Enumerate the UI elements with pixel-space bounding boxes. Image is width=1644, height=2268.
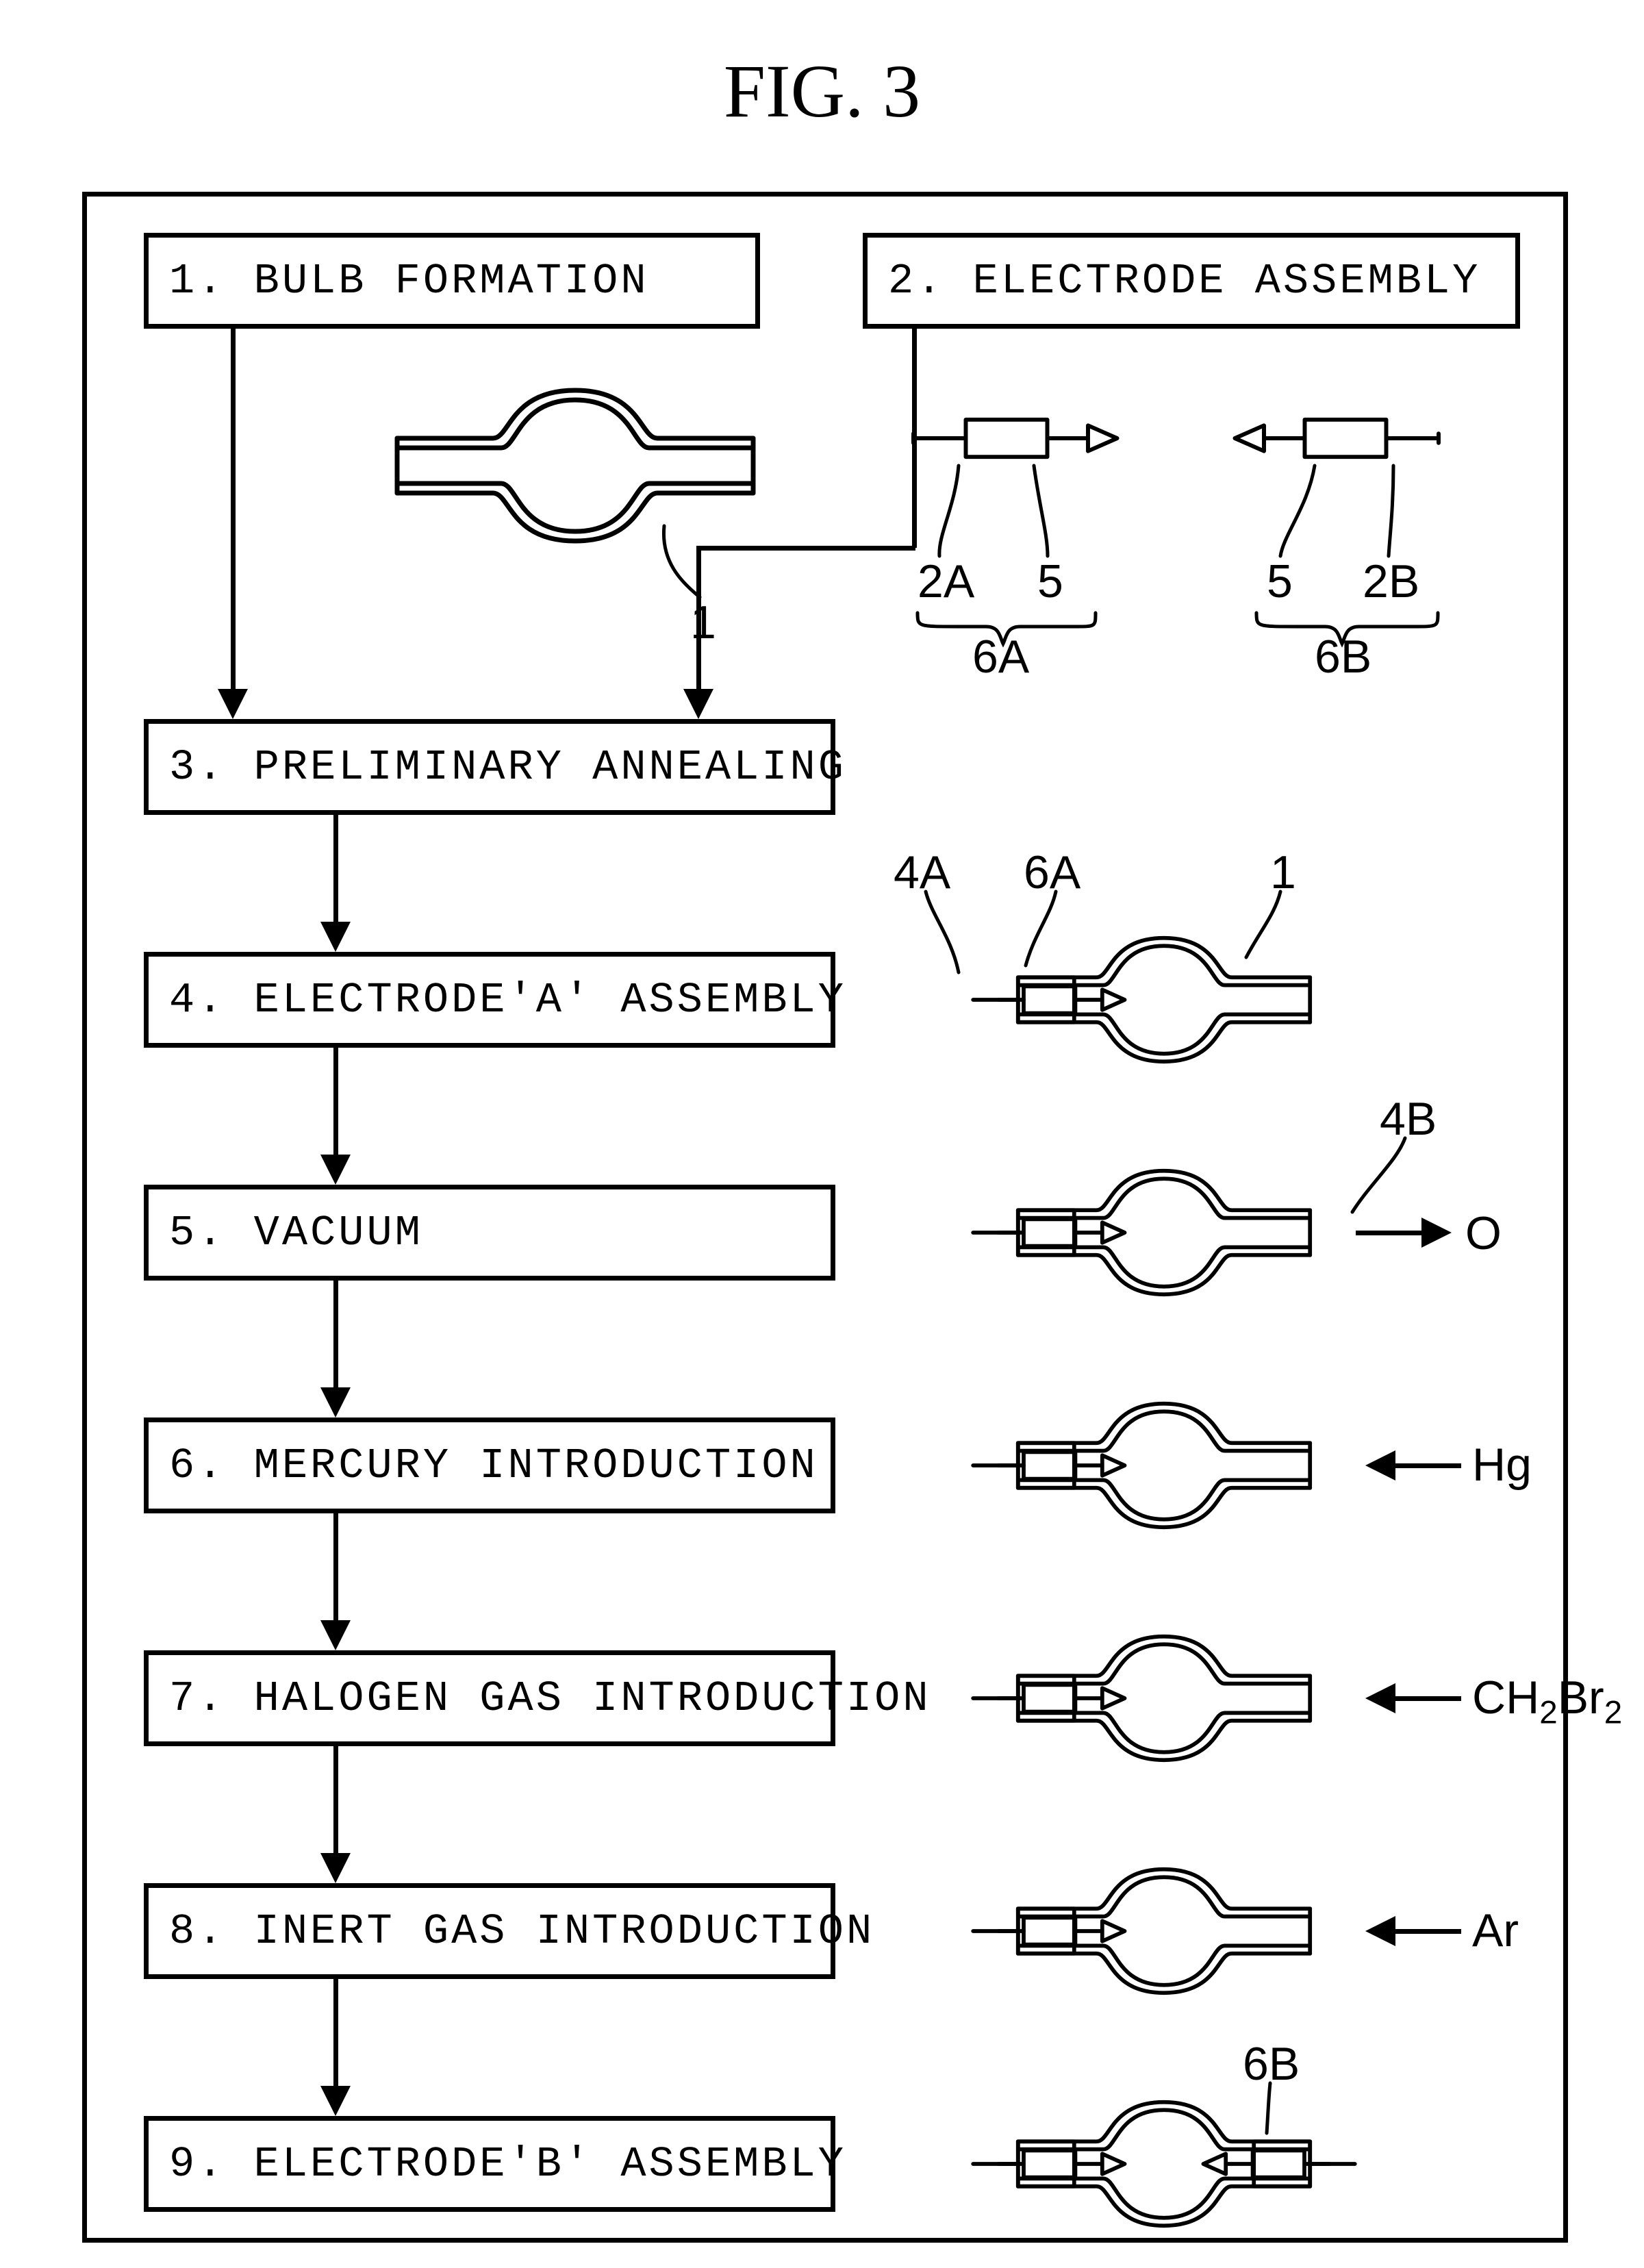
bulb-d8 — [973, 1869, 1310, 1993]
bulb-d7 — [973, 1637, 1310, 1760]
brace-6B — [1256, 613, 1438, 644]
bulb-d4 — [973, 938, 1310, 1061]
leader-1 — [663, 526, 700, 597]
leader-4B — [1352, 1138, 1405, 1212]
leader-6A2 — [1026, 892, 1056, 966]
leader-2A — [939, 466, 959, 556]
leader-6B2 — [1267, 2083, 1270, 2133]
bulb-d9 — [973, 2102, 1355, 2226]
leader-2B — [1389, 466, 1393, 556]
diagram-layer — [0, 0, 1644, 2268]
brace-6A — [918, 613, 1096, 644]
leader-5b — [1280, 466, 1315, 556]
bulb-d5 — [973, 1171, 1310, 1294]
electrode-B-detail — [1235, 420, 1439, 457]
electrode-A-detail — [913, 420, 1117, 457]
bulb-d6 — [973, 1404, 1310, 1527]
leader-5a — [1034, 466, 1048, 556]
leader-4A — [926, 892, 959, 972]
leader-1b — [1246, 892, 1280, 957]
bulb-top — [397, 390, 753, 541]
